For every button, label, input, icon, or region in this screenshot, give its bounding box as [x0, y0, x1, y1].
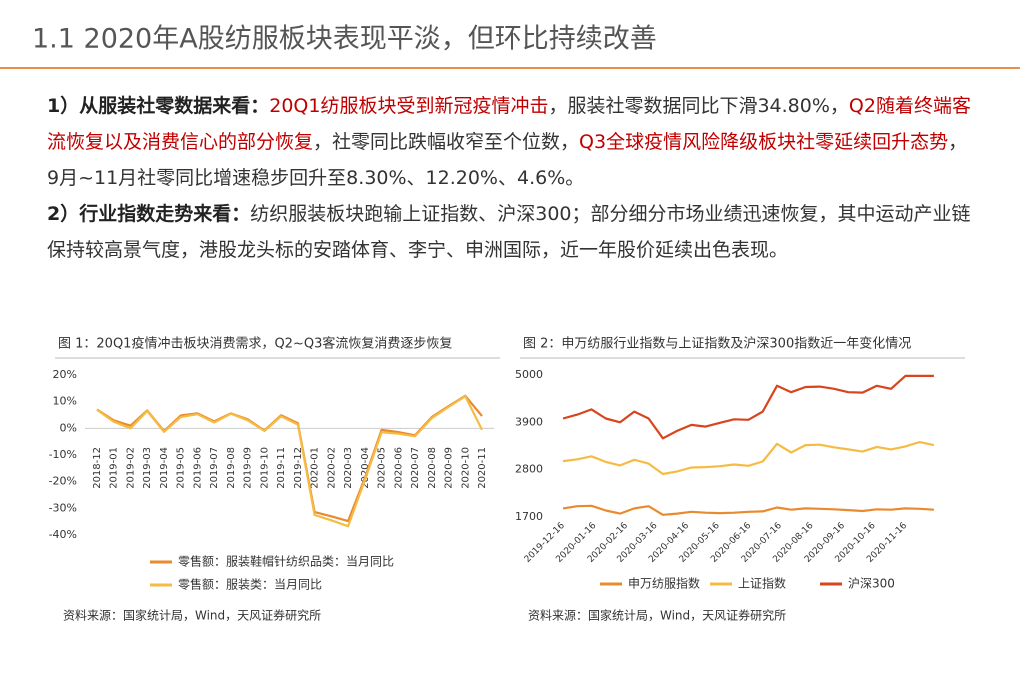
x-tick-label: 2018-12: [92, 447, 103, 489]
x-tick-label: 2020-11: [477, 447, 488, 489]
x-tick-label: 2020-08: [427, 447, 438, 489]
x-tick-label: 2019-10: [259, 447, 270, 489]
x-tick-label: 2020-04: [360, 447, 371, 489]
legend-label: 上证指数: [738, 576, 786, 591]
x-tick-label: 2020-09: [444, 447, 455, 489]
x-tick-label: 2019-09: [243, 447, 254, 489]
x-tick-label: 2019-11: [276, 447, 287, 489]
chart-title: 图 2：申万纺服行业指数与上证指数及沪深300指数近一年变化情况: [523, 336, 911, 352]
text-run: Q2随着终端客流恢复以及消费信心的部分恢复: [47, 95, 971, 153]
y-tick-label: 3900: [515, 415, 543, 428]
paragraph: 1）从服装社零数据来看：20Q1纺服板块受到新冠疫情冲击，服装社零数据同比下滑3…: [47, 88, 977, 196]
series-line: [562, 441, 935, 476]
x-tick-label: 2019-02: [125, 447, 136, 489]
text-run: ，9月~11月社零同比增速稳步回升至8.30%、12.20%、4.6%。: [47, 131, 968, 189]
legend-label: 零售额：服装鞋帽针纺织品类：当月同比: [178, 554, 394, 569]
legend-label: 零售额：服装类：当月同比: [178, 577, 322, 592]
y-tick-label: 2800: [515, 463, 543, 476]
body-text: 1）从服装社零数据来看：20Q1纺服板块受到新冠疫情冲击，服装社零数据同比下滑3…: [47, 88, 977, 268]
x-tick-label: 2020-05: [377, 447, 388, 489]
x-tick-label: 2020-01: [310, 447, 321, 489]
source: 资料来源：国家统计局，Wind，天风证券研究所: [528, 608, 786, 623]
source: 资料来源：国家统计局，Wind，天风证券研究所: [63, 608, 321, 623]
x-tick-label: 2020-02: [326, 447, 337, 489]
y-tick-label: 1700: [515, 510, 543, 523]
text-run: Q3全球疫情风险降级板块社零延续回升态势: [579, 131, 949, 153]
x-tick-label: 2019-01: [109, 447, 120, 489]
series-line: [562, 504, 934, 516]
x-tick-label: 2019-12: [293, 447, 304, 489]
x-tick-label: 2019-07: [209, 447, 220, 489]
y-tick-label: -10%: [49, 448, 77, 461]
text-run: ，服装社零数据同比下滑34.80%，: [548, 95, 849, 117]
y-tick-label: -20%: [49, 475, 77, 488]
legend-label: 申万纺服指数: [628, 576, 700, 591]
text-run: 20Q1纺服板块受到新冠疫情冲击: [269, 95, 549, 117]
paragraph: 2）行业指数走势来看：纺织服装板块跑输上证指数、沪深300；部分细分市场业绩迅速…: [47, 196, 977, 268]
x-tick-label: 2019-04: [159, 447, 170, 489]
series-line: [562, 374, 934, 440]
x-tick-label: 2020-03: [343, 447, 354, 489]
text-run: 1）从服装社零数据来看：: [47, 95, 270, 117]
slide-title: 1.1 2020年A股纺服板块表现平淡，但环比持续改善: [32, 24, 657, 55]
x-tick-label: 2019-08: [226, 447, 237, 489]
y-tick-label: -40%: [49, 528, 77, 541]
y-tick-label: 5000: [515, 368, 543, 381]
text-run: 纺织服装板块跑输上证指数、沪深300；部分细分市场业绩迅速恢复，其中运动产业链保…: [47, 203, 971, 261]
x-tick-label: 2019-03: [142, 447, 153, 489]
x-tick-label: 2020-06: [393, 447, 404, 489]
y-tick-label: -30%: [49, 501, 77, 514]
chart-title: 图 1：20Q1疫情冲击板块消费需求，Q2~Q3客流恢复消费逐步恢复: [58, 336, 452, 352]
x-tick-label: 2019-05: [176, 447, 187, 489]
x-tick-label: 2020-10: [460, 447, 471, 489]
series-line: [96, 394, 483, 523]
series-line: [96, 395, 483, 528]
y-tick-label: 20%: [53, 368, 77, 381]
text-run: ，社零同比跌幅收窄至个位数，: [313, 131, 580, 153]
y-tick-label: 10%: [53, 395, 77, 408]
y-tick-label: 0%: [60, 421, 77, 434]
x-tick-label: 2020-07: [410, 447, 421, 489]
legend-label: 沪深300: [848, 577, 895, 591]
x-tick-label: 2019-06: [192, 447, 203, 489]
text-run: 2）行业指数走势来看：: [47, 203, 251, 225]
